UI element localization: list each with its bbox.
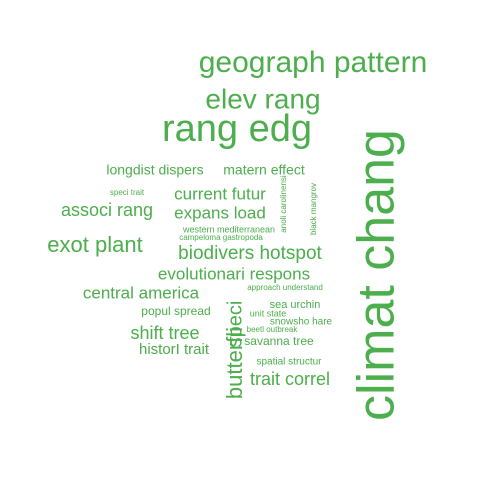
word-snowsho-hare: snowsho hare	[270, 317, 333, 328]
word-campeloma-gastropoda: campeloma gastropoda	[179, 233, 263, 242]
word-savanna-tree: savanna tree	[244, 334, 314, 348]
word-sea-urchin: sea urchin	[270, 299, 321, 311]
word-anoli-carolinensi: anoli carolinensi	[279, 175, 288, 233]
word-black-mangrov: black mangrov	[309, 183, 318, 235]
word-trait-correl: trait correl	[250, 369, 330, 389]
word-speci-trait: speci trait	[110, 188, 145, 197]
word-western-mediterranean: western mediterranean	[182, 224, 275, 234]
word-popul-spread: popul spread	[141, 304, 210, 318]
word-exot-plant: exot plant	[47, 232, 142, 257]
word-geograph-pattern: geograph pattern	[199, 46, 428, 79]
word-expans-load: expans load	[174, 203, 266, 222]
word-butterfli: butterfli	[222, 327, 247, 399]
word-spatial-structur: spatial structur	[256, 357, 322, 368]
word-central-america: central america	[83, 283, 200, 302]
word-matern-effect: matern effect	[223, 162, 305, 178]
word-associ-rang: associ rang	[61, 200, 153, 220]
word-biodivers-hotspot: biodivers hotspot	[178, 243, 322, 264]
word-beetl-outbreak: beetl outbreak	[247, 325, 299, 334]
word-approach-understand: approach understand	[247, 283, 323, 292]
word-elev-rang: elev rang	[205, 83, 320, 114]
word-histori-trait: historI trait	[139, 341, 210, 358]
word-layer: climat chang rang edg geograph pattern elev…	[47, 46, 427, 421]
word-rang-edg: rang edg	[162, 108, 312, 150]
word-unit-state: unit state	[250, 308, 287, 318]
word-shift-tree: shift tree	[130, 323, 199, 343]
word-speci: speci	[224, 301, 246, 348]
word-climat-chang: climat chang	[348, 129, 406, 421]
word-longdist-dispers: longdist dispers	[106, 162, 203, 178]
word-current-futur: current futur	[174, 184, 266, 203]
word-evolutionari-respons: evolutionari respons	[158, 264, 310, 283]
